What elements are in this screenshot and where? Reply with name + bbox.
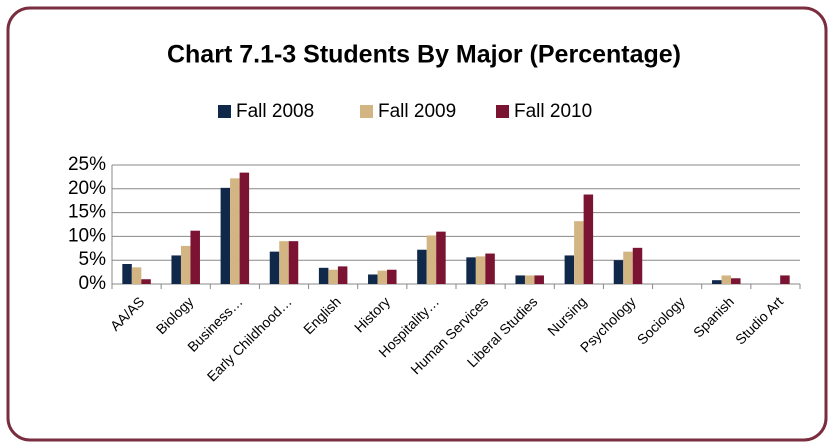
bar (328, 269, 338, 284)
bar (141, 279, 151, 284)
bar (180, 245, 191, 284)
bar (171, 255, 181, 284)
bar (269, 251, 280, 284)
bar (377, 270, 388, 284)
bar (288, 241, 299, 284)
bar (387, 269, 397, 284)
bar (417, 249, 427, 284)
y-tick-label: 5% (79, 249, 107, 270)
bar (564, 255, 575, 284)
bar (721, 275, 732, 284)
y-tick-label: 25% (68, 154, 106, 175)
bar (131, 267, 142, 284)
bar (613, 260, 624, 284)
legend-swatch (496, 105, 509, 118)
bar (466, 257, 476, 284)
bar (780, 275, 790, 284)
legend-label: Fall 2010 (514, 101, 592, 122)
bar (318, 267, 329, 284)
bar (712, 280, 722, 284)
bar (239, 172, 250, 284)
bar (436, 231, 446, 284)
bar (368, 274, 378, 284)
y-tick-label: 10% (68, 225, 106, 246)
chart-frame (6, 6, 828, 442)
bar (122, 264, 132, 284)
bar (190, 230, 200, 284)
legend-swatch (218, 105, 231, 118)
bar (583, 194, 594, 284)
legend-label: Fall 2009 (378, 101, 456, 122)
bar (220, 187, 231, 284)
bar (279, 241, 289, 284)
y-tick-label: 0% (79, 273, 107, 294)
bar (632, 247, 643, 284)
bar (426, 235, 437, 284)
bar (574, 221, 584, 284)
bar (623, 251, 633, 284)
y-tick-label: 20% (68, 178, 106, 199)
bar (731, 278, 741, 284)
bar (475, 256, 486, 284)
bar (524, 275, 535, 284)
bar (337, 266, 348, 284)
legend-label: Fall 2008 (236, 101, 314, 122)
bar (515, 275, 525, 284)
chart-title: Chart 7.1-3 Students By Major (Percentag… (167, 41, 681, 69)
bar (230, 178, 240, 284)
y-tick-label: 15% (68, 202, 106, 223)
bar (534, 275, 544, 284)
legend-swatch (360, 105, 373, 118)
bar (485, 253, 495, 284)
